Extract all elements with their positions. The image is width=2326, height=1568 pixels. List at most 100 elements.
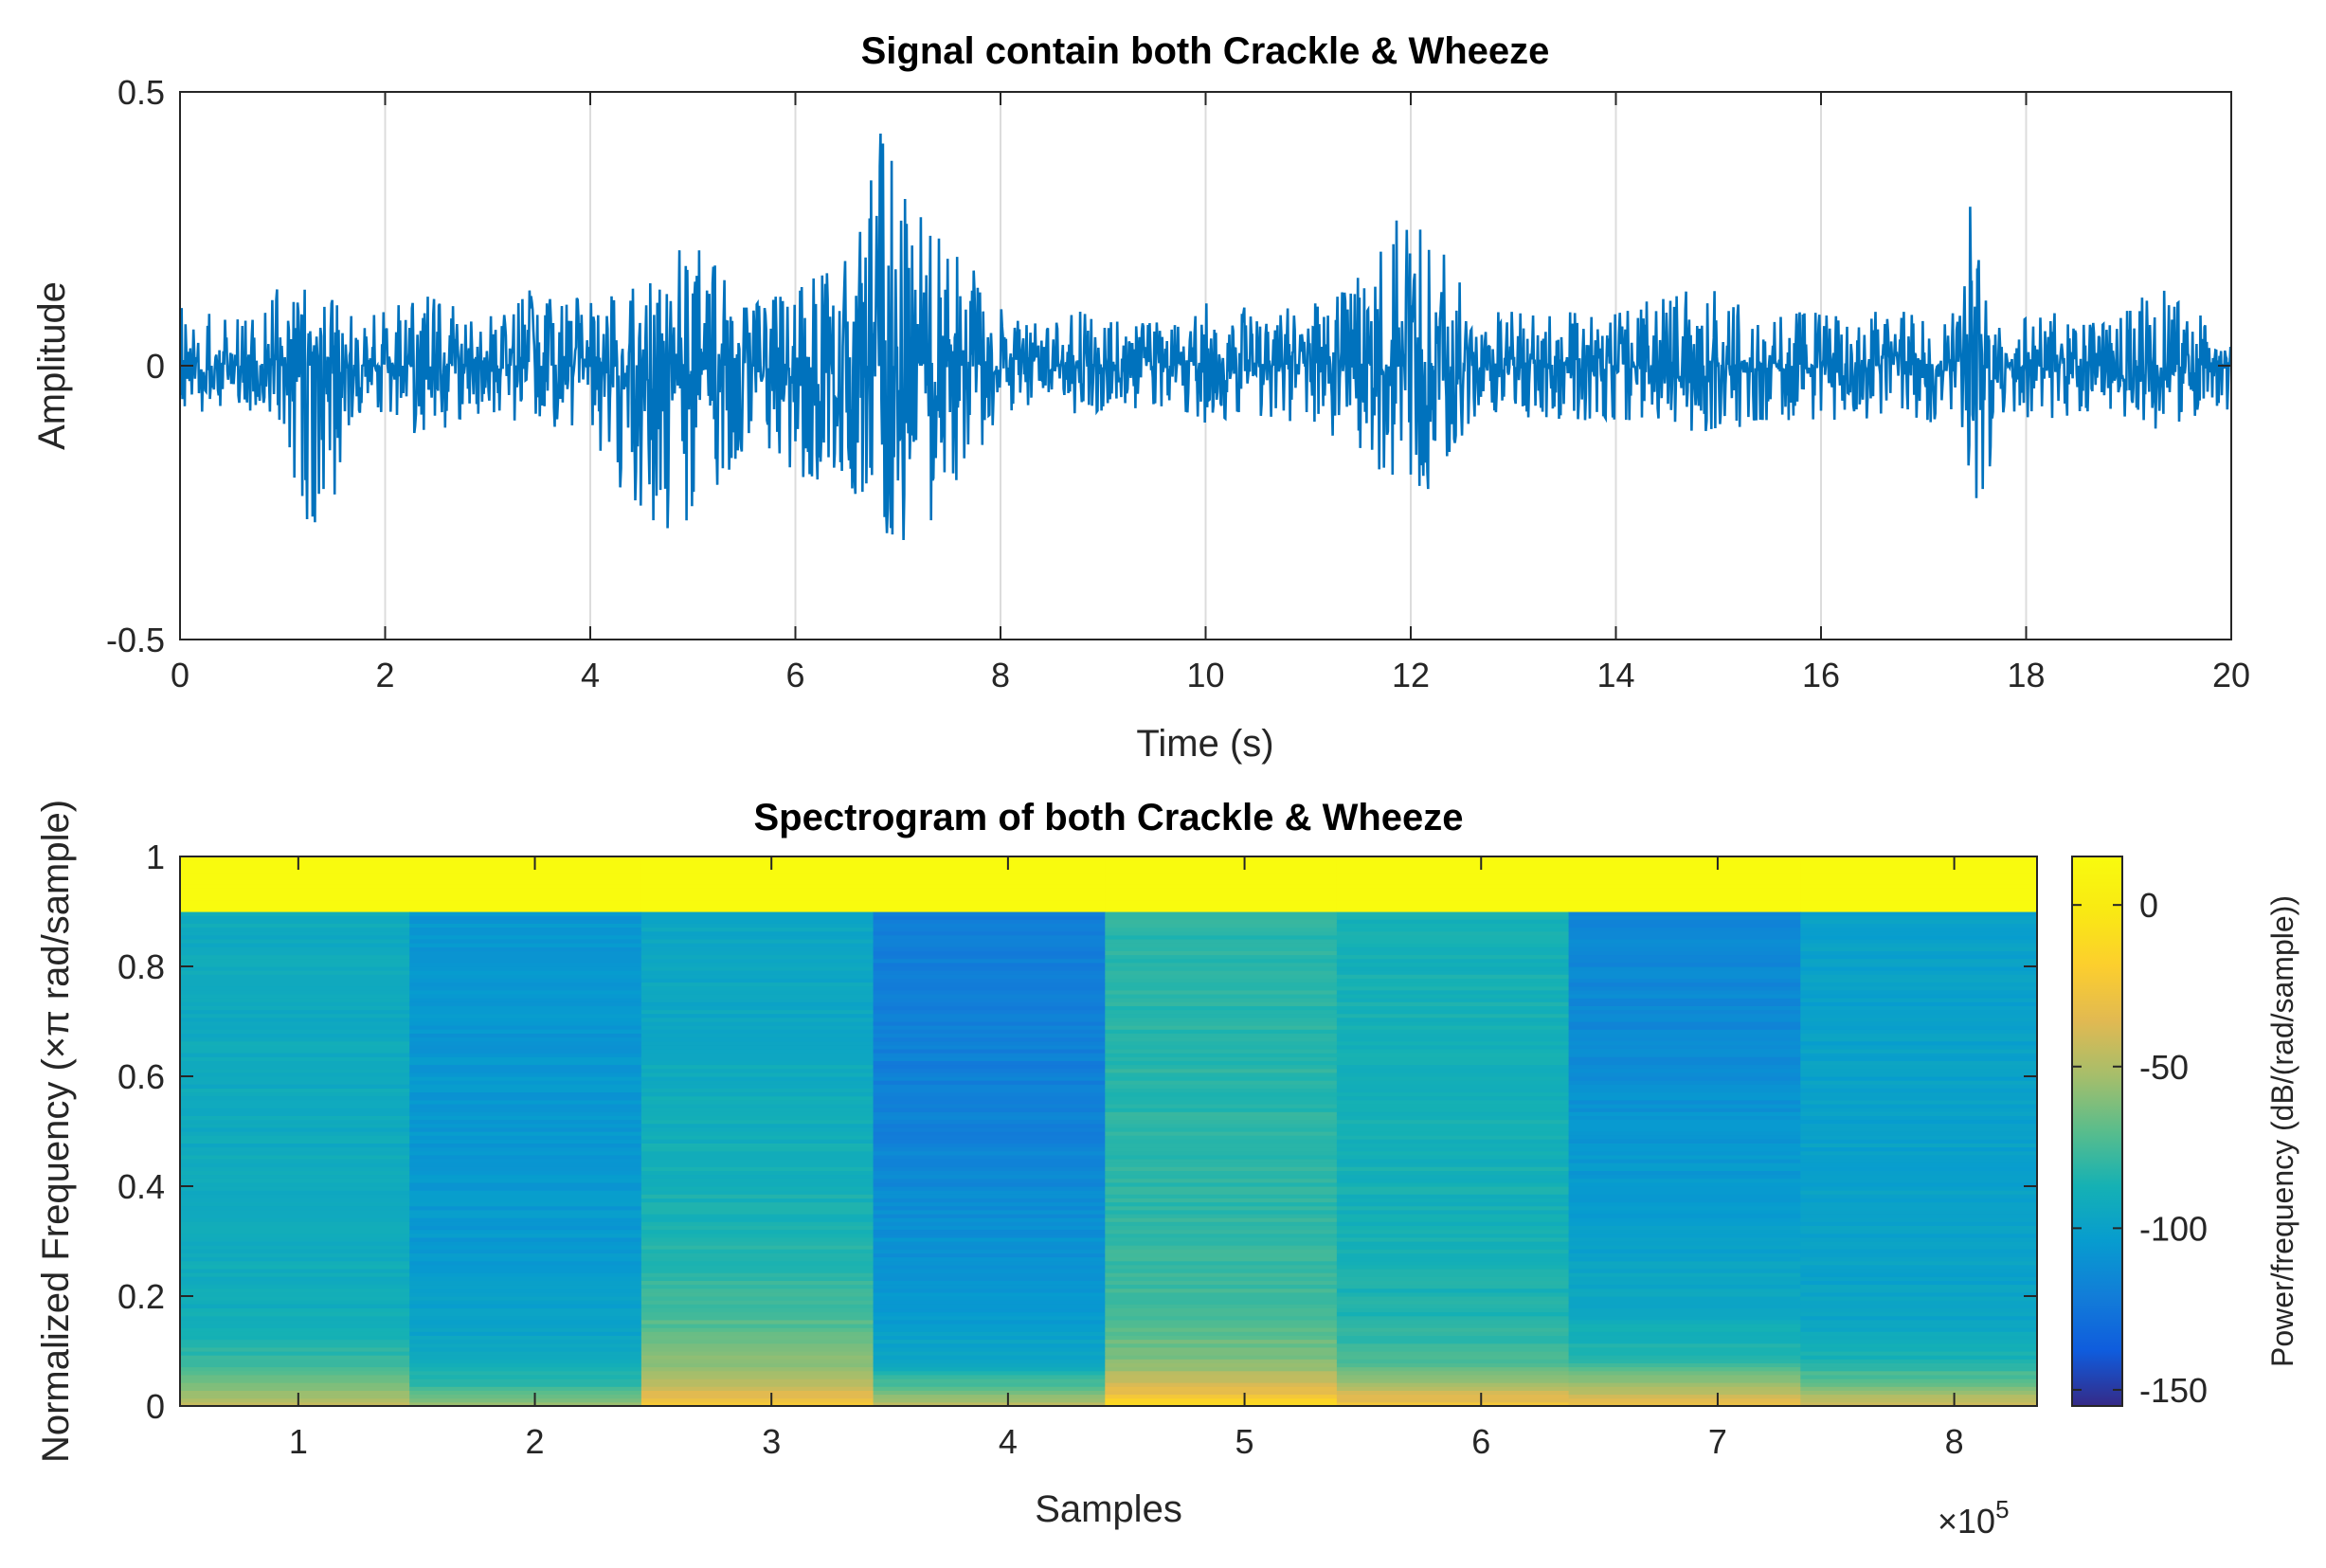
spectrogram-cell <box>1800 1245 2038 1250</box>
spectrogram-cell <box>640 1170 875 1176</box>
spectrogram-cell <box>1105 1013 1338 1018</box>
signal-x-tick-label: 10 <box>1186 656 1224 694</box>
spectrogram-cell <box>180 1256 410 1262</box>
spectrogram-cell <box>180 982 410 987</box>
spectrogram-cell <box>1800 1084 2038 1089</box>
spectrogram-cell <box>640 1091 875 1097</box>
spectrogram-cell <box>1800 985 2038 991</box>
spectrogram-cell <box>1336 892 1570 896</box>
spectrogram-cell <box>1568 1272 1801 1277</box>
spectrogram-cell <box>409 1272 642 1277</box>
spectrogram-cell <box>1568 930 1801 936</box>
spectrogram-cell <box>180 1139 410 1144</box>
spectrogram-cell <box>180 978 410 983</box>
spectrogram-cell <box>640 1319 875 1325</box>
spectrogram-cell <box>873 950 1106 956</box>
spectrogram-cell <box>409 884 642 889</box>
spectrogram-cell <box>1336 1311 1570 1317</box>
spectrogram-cell <box>1800 1181 2038 1187</box>
spectrogram-cell <box>1800 1123 2038 1128</box>
spectrogram-cell <box>180 1095 410 1101</box>
spectrogram-cell <box>409 1374 642 1379</box>
spectrogram-cell <box>640 930 875 936</box>
spectrogram-cell <box>1568 1249 1801 1253</box>
spectrogram-cell <box>1336 1284 1570 1289</box>
spectrogram-cell <box>640 1021 875 1026</box>
spectrogram-cell <box>409 1359 642 1363</box>
spectrogram-cell <box>409 1233 642 1238</box>
spectrogram-cell <box>1105 1351 1338 1356</box>
spectrogram-cell <box>1105 1291 1338 1297</box>
spectrogram-cell <box>873 1056 1106 1061</box>
spectrogram-cell <box>640 1174 875 1180</box>
spectrogram-cell <box>1336 1296 1570 1301</box>
spectrogram-cell <box>180 939 410 944</box>
spectrogram-cell <box>1800 998 2038 1002</box>
spectrogram-cell <box>873 1401 1106 1407</box>
spectrogram-cell <box>180 1181 410 1187</box>
spectrogram-cell <box>873 1307 1106 1313</box>
spectrogram-cell <box>1568 1049 1801 1054</box>
spectrogram-cell <box>1105 978 1338 983</box>
spectrogram-cell <box>640 989 875 995</box>
spectrogram-cell <box>1568 1335 1801 1341</box>
spectrogram-cell <box>409 892 642 896</box>
spectrogram-cell <box>1336 1201 1570 1207</box>
spectrogram-cell <box>640 1327 875 1332</box>
spectrogram-cell <box>180 1091 410 1097</box>
spectrogram-cell <box>1105 1374 1338 1379</box>
spectrogram-cell <box>409 860 642 865</box>
spectrogram-cell <box>1336 1178 1570 1183</box>
spectrogram-cell <box>873 1166 1106 1171</box>
spectrogram-cell <box>1800 1115 2038 1121</box>
spectrogram-cell <box>1336 1241 1570 1246</box>
spectrogram-cell <box>1800 1131 2038 1136</box>
spectrogram-cell <box>640 1311 875 1317</box>
spectrogram-cell <box>1105 1264 1338 1270</box>
spectrogram-cell <box>873 1264 1106 1270</box>
spectrogram-cell <box>180 1217 410 1222</box>
spectrogram-cell <box>1568 982 1801 987</box>
spectrogram-cell <box>1568 1245 1801 1250</box>
spectrogram-cell <box>1336 1170 1570 1176</box>
spectrogram-cell <box>180 892 410 896</box>
spectrogram-cell <box>1105 888 1338 892</box>
spectrogram-cell <box>1800 1209 2038 1215</box>
spectrogram-cell <box>873 1139 1106 1144</box>
spectrogram-cell <box>1336 864 1570 869</box>
spectrogram-cell <box>1105 1139 1338 1144</box>
spectrogram-cell <box>873 1249 1106 1253</box>
spectrogram-cell <box>180 1126 410 1132</box>
spectrogram-cell <box>180 1269 410 1273</box>
spectrogram-cell <box>1800 978 2038 983</box>
spectrogram-cell <box>1105 1296 1338 1301</box>
spectrogram-cell <box>1336 868 1570 874</box>
spectrogram-cell <box>1336 1260 1570 1266</box>
spectrogram-cell <box>873 1245 1106 1250</box>
spectrogram-cell <box>180 1025 410 1030</box>
spectrogram-cell <box>640 1166 875 1171</box>
spectrogram-cell <box>1336 970 1570 975</box>
spectrogram-cell <box>1105 903 1338 909</box>
spectrogram-cell <box>1105 911 1338 916</box>
spectrogram-cell <box>409 1362 642 1368</box>
spectrogram-cell <box>873 1115 1106 1121</box>
spectrogram-cell <box>1336 1194 1570 1199</box>
spectrogram-cell <box>1105 1056 1338 1061</box>
spectrogram-cell <box>180 1150 410 1156</box>
spectrogram-cell <box>640 1390 875 1396</box>
spectrogram-cell <box>1105 1025 1338 1030</box>
spectrogram-cell <box>1800 1005 2038 1011</box>
spectrogram-cell <box>1105 1111 1338 1116</box>
spectrogram-cell <box>180 903 410 909</box>
spectrogram-cell <box>640 1343 875 1348</box>
spectrogram-cell <box>1800 1366 2038 1372</box>
spectrogram-cell <box>180 1300 410 1305</box>
spectrogram-y-label: Normalized Frequency (×π rad/sample) <box>35 800 77 1463</box>
spectrogram-cell <box>1336 879 1570 885</box>
spectrogram-cell <box>1568 1009 1801 1015</box>
spectrogram-cell <box>1105 1119 1338 1125</box>
spectrogram-cell <box>1800 1307 2038 1313</box>
spectrogram-cell <box>180 1056 410 1061</box>
spectrogram-cell <box>409 1190 642 1195</box>
